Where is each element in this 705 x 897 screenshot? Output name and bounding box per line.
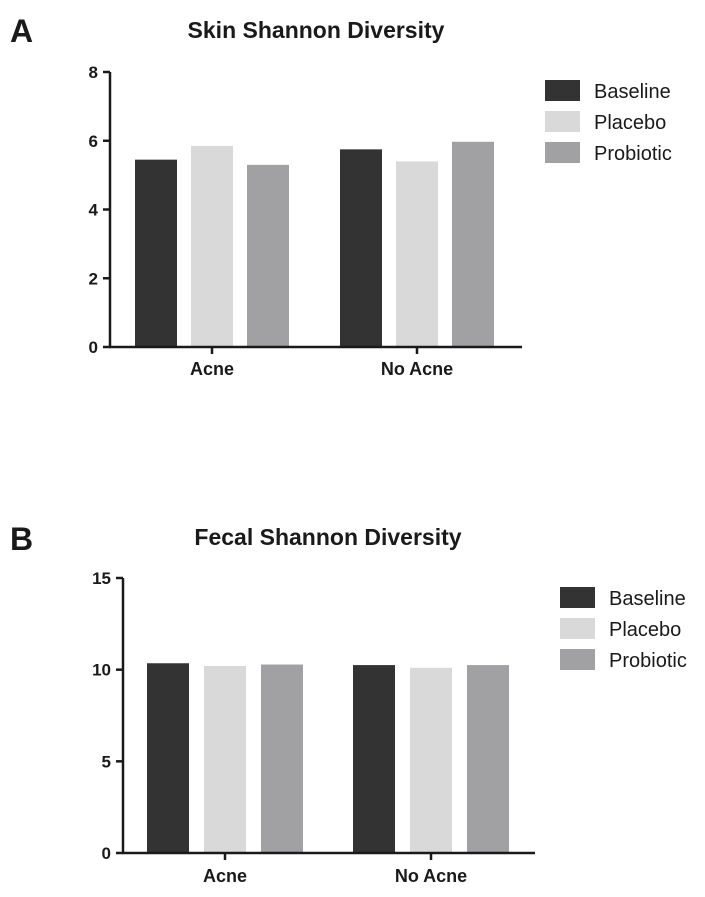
legend: Baseline Placebo Probiotic: [545, 80, 672, 165]
chart-title: Skin Shannon Diversity: [188, 17, 445, 43]
legend-label: Placebo: [609, 619, 681, 641]
y-tick-labels: 0 2 4 6 8: [89, 63, 99, 357]
y-tick-label: 2: [89, 269, 98, 288]
bar-baseline-no-acne: [353, 665, 395, 853]
bar-baseline-no-acne: [340, 149, 382, 347]
bar-probiotic-no-acne: [467, 665, 509, 853]
y-tick-label: 6: [89, 132, 98, 151]
bar-baseline-acne: [147, 663, 189, 853]
bar-placebo-acne: [191, 145, 233, 347]
y-tick-label: 0: [89, 338, 98, 357]
category-label: Acne: [203, 866, 247, 886]
legend-label: Probiotic: [609, 650, 687, 672]
bars: [135, 141, 494, 347]
legend-label: Probiotic: [594, 143, 672, 165]
y-tick-label: 5: [102, 752, 111, 771]
panel-b: B Fecal Shannon Diversity 0 5 10 15 Acne No …: [10, 521, 687, 886]
bar-placebo-acne: [204, 666, 246, 853]
bar-probiotic-no-acne: [452, 141, 494, 347]
legend-swatch-probiotic: [545, 142, 580, 163]
bar-placebo-no-acne: [410, 667, 452, 853]
legend-swatch-placebo: [545, 111, 580, 132]
y-tick-label: 15: [92, 569, 111, 588]
bar-probiotic-acne: [247, 164, 289, 347]
category-label: No Acne: [381, 359, 453, 379]
legend-swatch-probiotic: [560, 649, 595, 670]
category-label: No Acne: [395, 866, 467, 886]
legend: Baseline Placebo Probiotic: [560, 587, 687, 672]
category-labels: Acne No Acne: [203, 866, 467, 886]
bar-probiotic-acne: [261, 664, 303, 853]
y-tick-label: 8: [89, 63, 98, 82]
legend-swatch-baseline: [545, 80, 580, 101]
panel-a: A Skin Shannon Diversity 0 2 4 6 8 Acne No Ac…: [10, 13, 672, 379]
y-tick-labels: 0 5 10 15: [92, 569, 111, 863]
legend-swatch-placebo: [560, 618, 595, 639]
axes: [116, 576, 535, 860]
bar-placebo-no-acne: [396, 161, 438, 347]
panel-letter: A: [10, 13, 33, 49]
category-labels: Acne No Acne: [190, 359, 453, 379]
y-tick-label: 4: [89, 201, 99, 220]
chart-title: Fecal Shannon Diversity: [194, 524, 461, 550]
legend-label: Baseline: [594, 81, 671, 103]
panel-letter: B: [10, 521, 33, 557]
legend-label: Placebo: [594, 112, 666, 134]
legend-label: Baseline: [609, 588, 686, 610]
axes: [103, 70, 522, 354]
bar-baseline-acne: [135, 159, 177, 347]
bars: [147, 663, 509, 853]
y-tick-label: 10: [92, 661, 111, 680]
category-label: Acne: [190, 359, 234, 379]
y-tick-label: 0: [102, 844, 111, 863]
legend-swatch-baseline: [560, 587, 595, 608]
